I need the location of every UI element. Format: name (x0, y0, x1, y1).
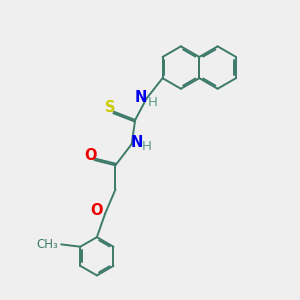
Text: N: N (135, 90, 147, 105)
Text: S: S (105, 100, 116, 115)
Text: O: O (90, 203, 103, 218)
Text: H: H (142, 140, 152, 153)
Text: H: H (148, 96, 158, 109)
Text: CH₃: CH₃ (37, 238, 58, 251)
Text: N: N (131, 135, 143, 150)
Text: O: O (84, 148, 96, 164)
